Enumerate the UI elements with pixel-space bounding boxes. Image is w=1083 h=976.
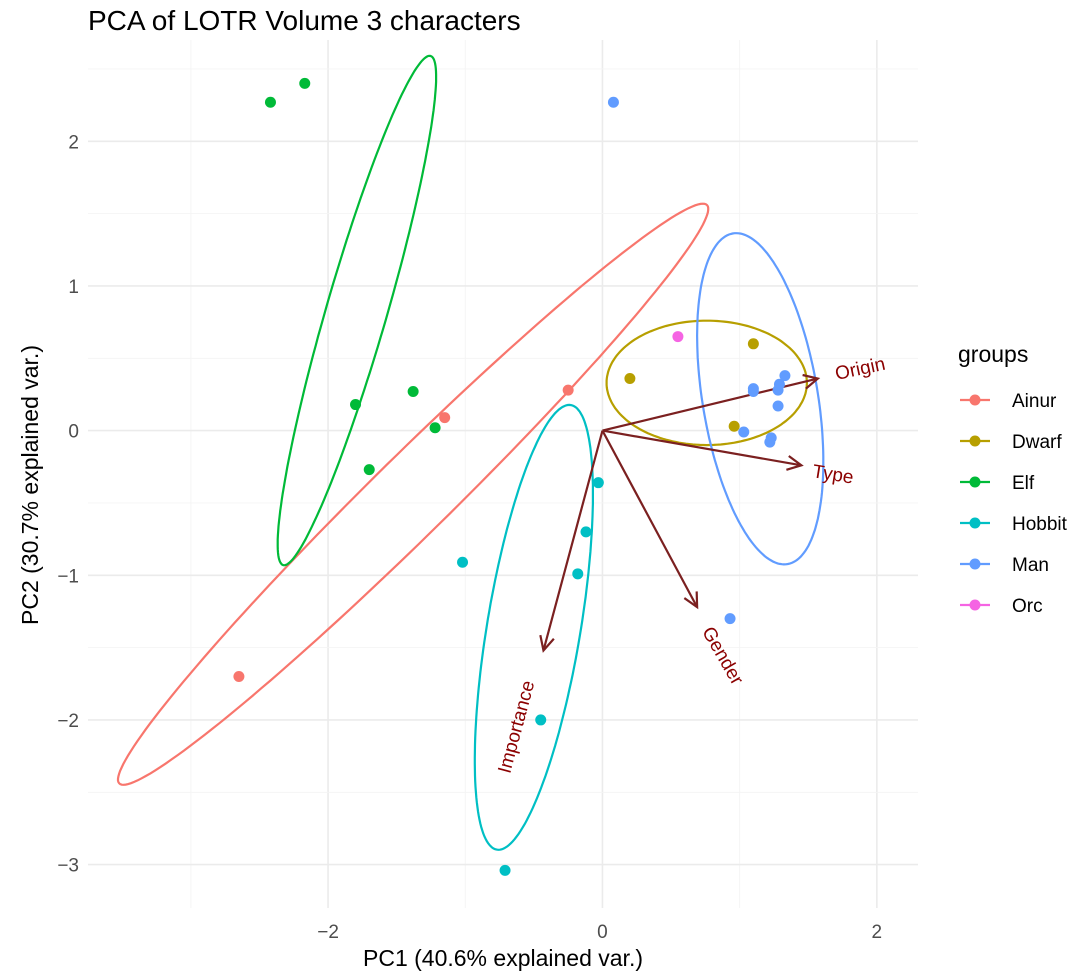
- point-man: [764, 436, 776, 448]
- point-elf: [363, 464, 375, 476]
- point-hobbit: [592, 477, 604, 489]
- point-dwarf: [747, 338, 759, 350]
- x-axis-label: PC1 (40.6% explained var.): [363, 945, 643, 971]
- loading-arrow-type: [602, 429, 804, 471]
- y-tick-label: −2: [57, 711, 79, 732]
- point-ainur: [439, 412, 451, 424]
- legend-label: Hobbit: [1012, 514, 1068, 535]
- group-ellipses: [116, 54, 825, 851]
- data-points: [233, 77, 791, 876]
- point-ainur: [233, 671, 245, 683]
- legend-item-elf: Elf: [960, 473, 1035, 494]
- x-tick-label: −2: [317, 922, 339, 943]
- axis-ticks: −2 0 2 −3 −2 −1 0 1 2: [57, 132, 882, 943]
- chart-title: PCA of LOTR Volume 3 characters: [88, 5, 521, 36]
- y-tick-label: −3: [57, 856, 79, 877]
- point-man: [772, 400, 784, 412]
- point-elf: [407, 386, 419, 398]
- legend: groups Ainur Dwarf Elf Hobbit Man Orc: [958, 341, 1068, 617]
- legend-key-point: [969, 599, 981, 611]
- ellipse-hobbit: [473, 403, 595, 851]
- ellipse-dwarf: [605, 319, 809, 447]
- point-dwarf: [624, 373, 636, 385]
- point-orc: [672, 331, 684, 343]
- legend-item-ainur: Ainur: [960, 391, 1057, 412]
- legend-key-point: [969, 558, 981, 570]
- legend-label: Elf: [1012, 473, 1035, 494]
- loading-arrow-origin: [602, 373, 821, 432]
- x-tick-label: 2: [872, 922, 883, 943]
- ellipse-elf: [276, 54, 438, 567]
- legend-label: Dwarf: [1012, 432, 1062, 453]
- point-man: [738, 426, 750, 438]
- point-man: [772, 384, 784, 396]
- y-axis-label: PC2 (30.7% explained var.): [17, 345, 43, 625]
- y-tick-label: 1: [68, 277, 79, 298]
- point-man: [724, 613, 736, 625]
- loading-label-type: Type: [811, 461, 855, 488]
- point-man: [747, 386, 759, 398]
- point-hobbit: [572, 568, 584, 580]
- point-elf: [299, 77, 311, 89]
- legend-item-dwarf: Dwarf: [960, 432, 1062, 453]
- legend-label: Ainur: [1012, 391, 1057, 412]
- loading-arrow-importance: [539, 430, 604, 653]
- grid: [88, 40, 918, 908]
- point-man: [607, 96, 619, 108]
- legend-item-man: Man: [960, 555, 1049, 576]
- legend-title: groups: [958, 341, 1028, 367]
- legend-key-point: [969, 476, 981, 488]
- point-elf: [429, 422, 441, 434]
- point-hobbit: [580, 526, 592, 538]
- legend-key-point: [969, 435, 981, 447]
- legend-item-orc: Orc: [960, 596, 1043, 617]
- ellipse-ainur: [116, 202, 710, 786]
- point-hobbit: [535, 714, 547, 726]
- point-elf: [264, 96, 276, 108]
- point-dwarf: [728, 420, 740, 432]
- y-tick-label: 2: [68, 132, 79, 153]
- legend-label: Man: [1012, 555, 1049, 576]
- point-ainur: [562, 384, 574, 396]
- legend-label: Orc: [1012, 596, 1043, 617]
- legend-item-hobbit: Hobbit: [960, 514, 1068, 535]
- ellipse-man: [695, 232, 825, 566]
- point-elf: [350, 399, 362, 411]
- point-hobbit: [499, 864, 511, 876]
- y-tick-label: 0: [68, 422, 79, 443]
- point-hobbit: [457, 556, 469, 568]
- y-tick-label: −1: [57, 566, 79, 587]
- legend-key-point: [969, 517, 981, 529]
- legend-key-point: [969, 394, 981, 406]
- loading-label-importance: Importance: [494, 678, 539, 775]
- loading-arrow-gender: [601, 430, 699, 610]
- point-man: [779, 370, 791, 382]
- x-tick-label: 0: [597, 922, 608, 943]
